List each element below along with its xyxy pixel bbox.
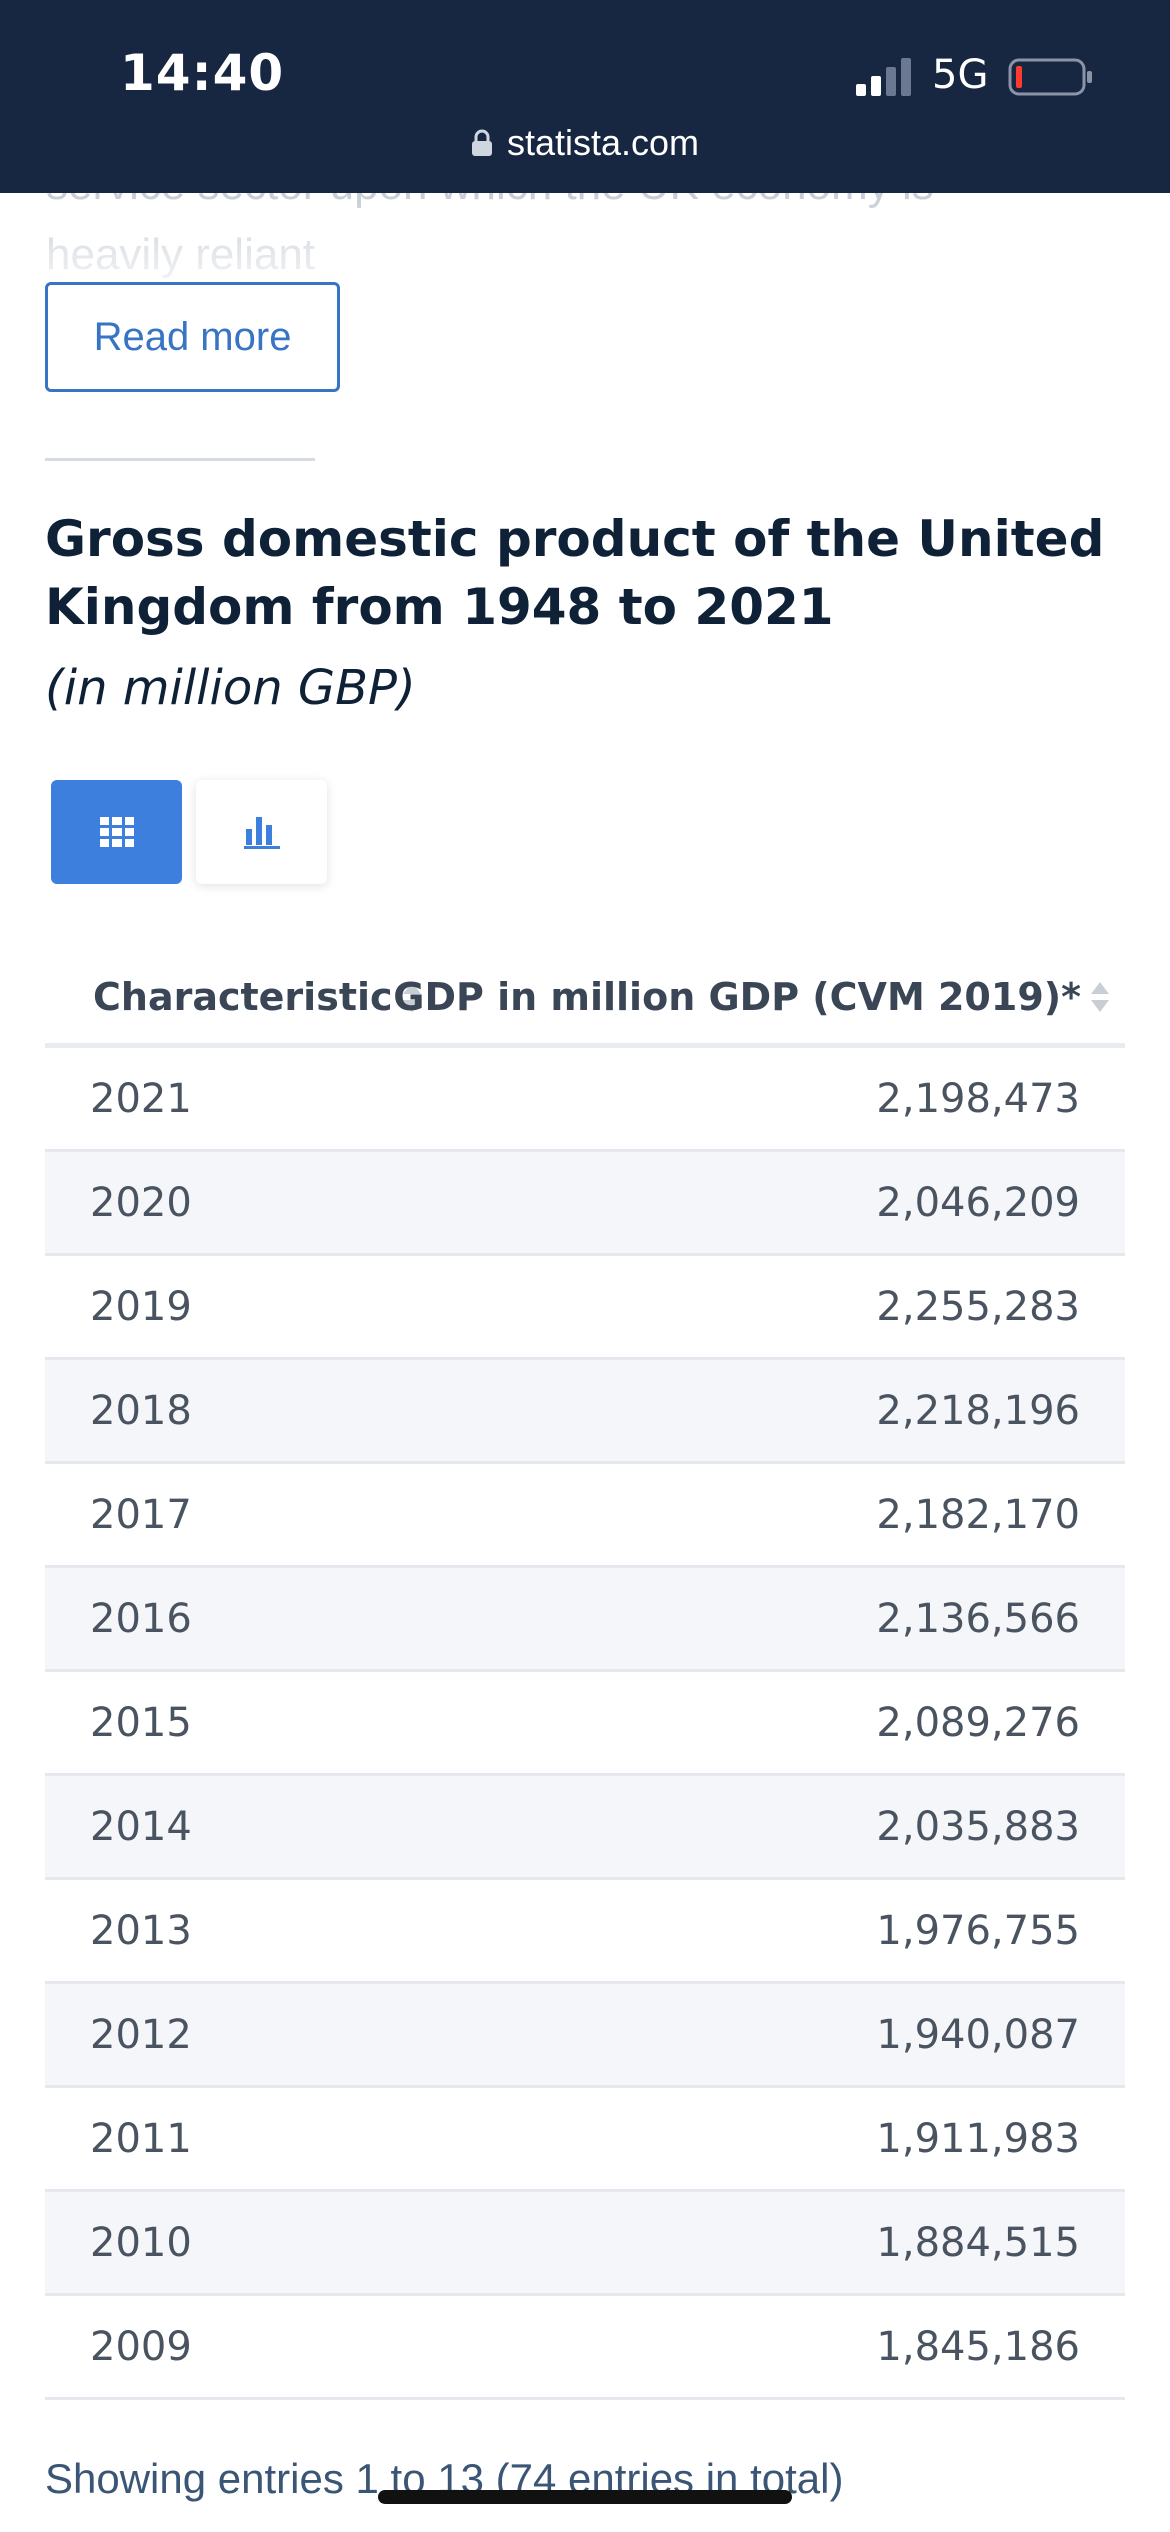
value-cell: 2,136,566 bbox=[876, 1595, 1080, 1642]
table-row: 2010 1,884,515 bbox=[45, 2192, 1125, 2296]
value-cell: 1,911,983 bbox=[876, 2115, 1080, 2162]
table-view-button[interactable] bbox=[51, 780, 182, 884]
value-cell: 1,884,515 bbox=[876, 2219, 1080, 2266]
value-cell: 2,035,883 bbox=[876, 1803, 1080, 1850]
column-header-label: Characteristic bbox=[93, 974, 393, 1019]
value-cell: 2,198,473 bbox=[876, 1075, 1080, 1122]
year-cell: 2009 bbox=[90, 2323, 192, 2370]
table-row: 2020 2,046,209 bbox=[45, 1152, 1125, 1256]
bar-chart-icon bbox=[243, 817, 280, 849]
home-indicator[interactable] bbox=[378, 2490, 792, 2504]
table-row: 2011 1,911,983 bbox=[45, 2088, 1125, 2192]
table-row: 2014 2,035,883 bbox=[45, 1776, 1125, 1880]
table-row: 2016 2,136,566 bbox=[45, 1568, 1125, 1672]
lock-icon bbox=[471, 129, 492, 156]
table-row: 2019 2,255,283 bbox=[45, 1256, 1125, 1360]
year-cell: 2014 bbox=[90, 1803, 192, 1850]
year-cell: 2019 bbox=[90, 1283, 192, 1330]
section-divider bbox=[45, 458, 315, 461]
value-cell: 1,845,186 bbox=[876, 2323, 1080, 2370]
year-cell: 2018 bbox=[90, 1387, 192, 1434]
value-cell: 2,089,276 bbox=[876, 1699, 1080, 1746]
column-header-characteristic[interactable]: Characteristic bbox=[93, 975, 423, 1019]
chart-view-button[interactable] bbox=[196, 780, 327, 884]
value-cell: 2,182,170 bbox=[876, 1491, 1080, 1538]
value-cell: 2,255,283 bbox=[876, 1283, 1080, 1330]
sort-icon bbox=[1091, 981, 1109, 1012]
status-bar: 14:40 5G statista.com bbox=[0, 0, 1170, 193]
year-cell: 2011 bbox=[90, 2115, 192, 2162]
battery-icon bbox=[1008, 58, 1092, 96]
table-row: 2017 2,182,170 bbox=[45, 1464, 1125, 1568]
article-text-line-2: heavily reliant bbox=[46, 230, 316, 279]
read-more-button[interactable]: Read more bbox=[45, 282, 340, 392]
year-cell: 2021 bbox=[90, 1075, 192, 1122]
year-cell: 2013 bbox=[90, 1907, 192, 1954]
sort-icon bbox=[402, 981, 421, 1012]
table-header: Characteristic GDP in million GDP (CVM 2… bbox=[45, 950, 1125, 1048]
value-cell: 1,976,755 bbox=[876, 1907, 1080, 1954]
table-row: 2018 2,218,196 bbox=[45, 1360, 1125, 1464]
status-time: 14:40 bbox=[120, 44, 285, 102]
table-row: 2009 1,845,186 bbox=[45, 2296, 1125, 2400]
value-cell: 2,046,209 bbox=[876, 1179, 1080, 1226]
value-cell: 1,940,087 bbox=[876, 2011, 1080, 2058]
year-cell: 2012 bbox=[90, 2011, 192, 2058]
year-cell: 2016 bbox=[90, 1595, 192, 1642]
cellular-signal-icon bbox=[856, 58, 911, 96]
statistic-title: Gross domestic product of the United Kin… bbox=[45, 510, 1105, 636]
value-cell: 2,218,196 bbox=[876, 1387, 1080, 1434]
year-cell: 2017 bbox=[90, 1491, 192, 1538]
column-header-label: GDP in million GDP (CVM 2019)* bbox=[393, 974, 1081, 1019]
table-row: 2012 1,940,087 bbox=[45, 1984, 1125, 2088]
year-cell: 2020 bbox=[90, 1179, 192, 1226]
table-row: 2015 2,089,276 bbox=[45, 1672, 1125, 1776]
year-cell: 2010 bbox=[90, 2219, 192, 2266]
statistic-subtitle: (in million GBP) bbox=[45, 660, 416, 716]
table-row: 2021 2,198,473 bbox=[45, 1048, 1125, 1152]
statistic-table: Characteristic GDP in million GDP (CVM 2… bbox=[45, 950, 1125, 2400]
address-bar[interactable]: statista.com bbox=[0, 122, 1170, 164]
grid-icon bbox=[99, 817, 134, 847]
year-cell: 2015 bbox=[90, 1699, 192, 1746]
table-row: 2013 1,976,755 bbox=[45, 1880, 1125, 1984]
url-text: statista.com bbox=[506, 122, 700, 163]
network-type: 5G bbox=[932, 52, 989, 98]
table-body: 2021 2,198,473 2020 2,046,209 2019 2,255,28… bbox=[45, 1048, 1125, 2400]
column-header-gdp[interactable]: GDP in million GDP (CVM 2019)* bbox=[393, 975, 1111, 1019]
